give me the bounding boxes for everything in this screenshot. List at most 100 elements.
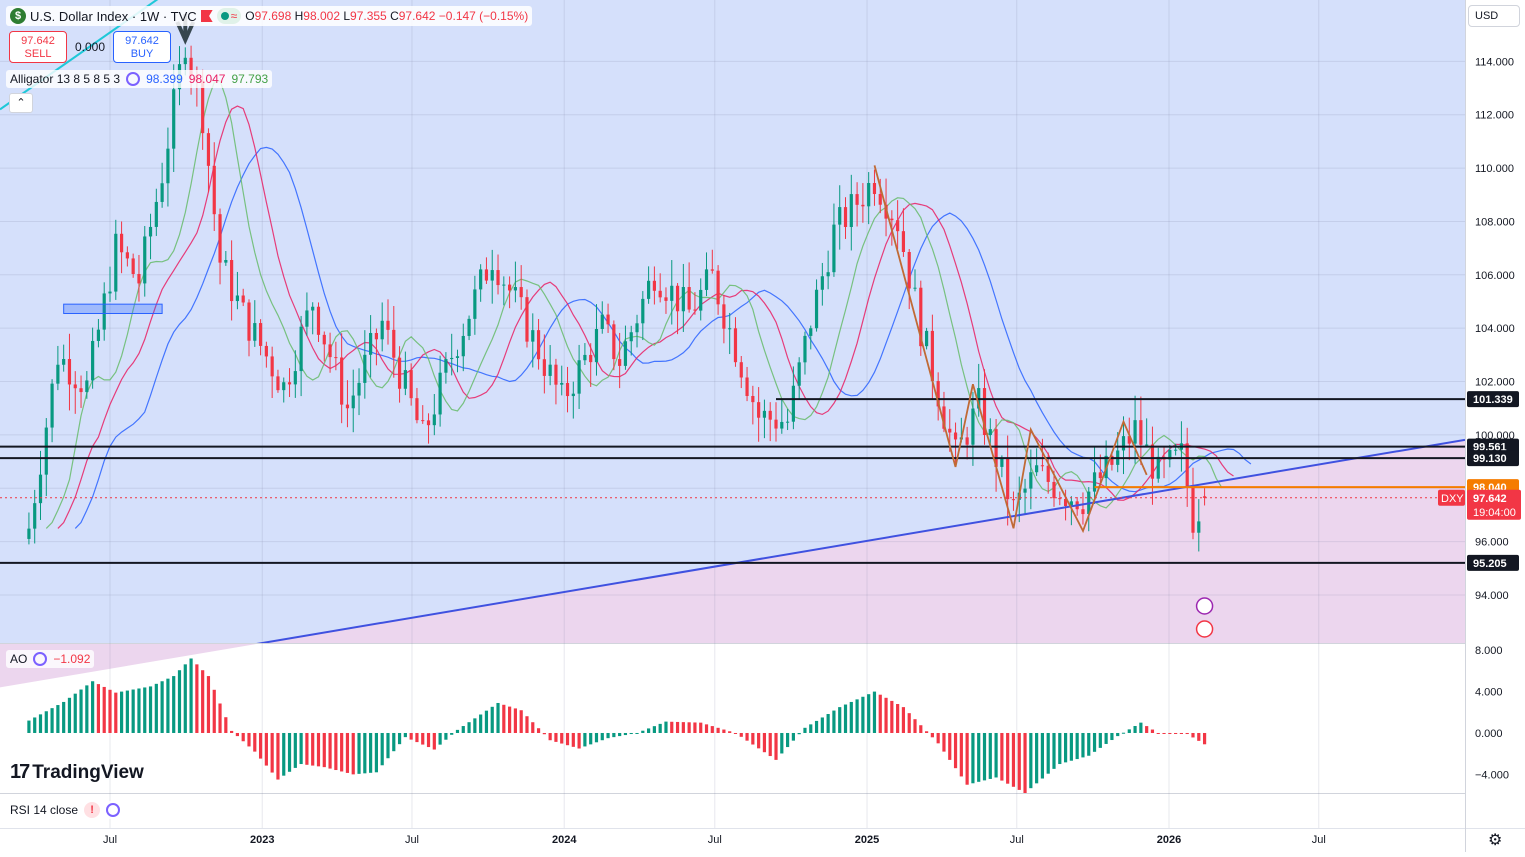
candle — [716, 265, 720, 315]
ao-label: AO — [10, 652, 28, 666]
ao-bar — [733, 732, 738, 734]
ao-bar — [345, 732, 350, 773]
ao-bar — [230, 730, 234, 733]
candle — [664, 287, 668, 314]
demand-zone-box — [63, 303, 163, 314]
candle — [693, 292, 697, 315]
candle — [629, 325, 633, 356]
ao-bar — [218, 703, 222, 733]
tradingview-logo[interactable]: 17 TradingView — [10, 761, 144, 784]
ao-bar — [299, 732, 303, 765]
flag-icon[interactable] — [200, 10, 213, 22]
ao-bar — [154, 683, 158, 733]
candle — [838, 185, 842, 250]
symbol-title[interactable]: U.S. Dollar Index · 1W · TVC — [30, 8, 197, 24]
chart-settings-icon[interactable]: ⚙ — [1488, 832, 1503, 849]
candle-body — [988, 429, 992, 436]
candle — [212, 142, 216, 231]
ao-bar — [166, 678, 170, 733]
ao-bar — [1087, 732, 1091, 756]
candle-body — [907, 251, 911, 289]
candle-body — [513, 287, 517, 291]
warning-icon[interactable]: ! — [84, 802, 101, 818]
ao-bar — [206, 676, 211, 733]
candle-body — [160, 183, 164, 202]
candle-body — [432, 414, 436, 426]
sell-button[interactable]: 97.642 SELL — [9, 31, 67, 63]
candle-body — [340, 357, 344, 405]
rsi-legend[interactable]: RSI 14 close ! — [6, 801, 125, 819]
ao-bar — [461, 726, 465, 733]
candle-body — [444, 359, 448, 373]
alligator-legend[interactable]: Alligator 13 8 5 8 5 3 98.399 98.047 97.… — [6, 70, 273, 88]
buy-button[interactable]: 97.642 BUY — [113, 31, 171, 63]
candle — [235, 271, 240, 310]
candle-body — [965, 437, 969, 445]
candle — [409, 363, 413, 406]
candle — [328, 332, 332, 373]
indicator-settings-icon[interactable] — [126, 72, 141, 86]
rsi-label: RSI 14 close — [10, 803, 79, 817]
candle-body — [838, 207, 842, 225]
candle-body — [982, 388, 987, 436]
candle-body — [363, 354, 367, 383]
candle — [85, 371, 89, 399]
ao-bar — [838, 707, 842, 733]
candle-body — [357, 382, 361, 396]
candle-body — [322, 334, 326, 345]
candle-body — [50, 383, 54, 428]
ao-bar — [1035, 732, 1039, 784]
ao-bar — [125, 690, 129, 733]
candle-body — [73, 384, 77, 389]
candle-body — [623, 341, 628, 366]
price-tick-label: 102.000 — [1475, 377, 1515, 389]
candle — [357, 368, 361, 416]
candle — [27, 512, 31, 545]
candle-body — [1046, 465, 1050, 482]
candle — [1052, 470, 1056, 507]
collapse-legend-button[interactable]: ⌃ — [9, 93, 33, 113]
candle — [241, 288, 245, 307]
rsi-settings-icon[interactable] — [106, 803, 121, 817]
candle — [1139, 396, 1143, 465]
candle-body — [768, 410, 772, 420]
candle — [785, 408, 790, 431]
ao-bar — [536, 728, 541, 733]
ao-bar — [415, 732, 419, 743]
ao-bar — [1011, 732, 1016, 787]
candle-body — [299, 326, 303, 372]
candle-body — [397, 357, 402, 389]
ao-bar — [681, 722, 685, 733]
candle — [1081, 492, 1085, 525]
candle-body — [62, 358, 66, 365]
ao-bar — [56, 705, 60, 733]
alligator-jaw-line — [74, 146, 1252, 529]
candle-body — [1168, 449, 1172, 460]
market-status[interactable]: ≈ — [216, 8, 242, 24]
candle — [1040, 438, 1045, 472]
ao-bar — [670, 721, 674, 733]
ao-bar — [884, 697, 888, 733]
candle — [380, 302, 384, 352]
candle — [1156, 447, 1160, 483]
ao-tick-label: −4.000 — [1475, 769, 1509, 781]
ao-bar — [832, 710, 836, 733]
candle-body — [189, 57, 193, 76]
candle — [374, 328, 379, 366]
ao-legend[interactable]: AO −1.092 — [6, 650, 95, 668]
candle — [826, 250, 830, 290]
time-tick-label: 2025 — [855, 834, 879, 846]
candle-body — [79, 388, 83, 393]
ao-bar — [450, 732, 454, 735]
brand-name: TradingView — [32, 761, 144, 783]
candle — [525, 289, 529, 348]
candle-body — [1052, 481, 1056, 499]
ao-settings-icon[interactable] — [33, 652, 48, 666]
ao-bar — [716, 727, 720, 733]
candle — [797, 357, 801, 400]
currency-select[interactable]: USD — [1468, 5, 1520, 27]
ao-bar — [878, 694, 882, 733]
candle-body — [44, 427, 48, 475]
